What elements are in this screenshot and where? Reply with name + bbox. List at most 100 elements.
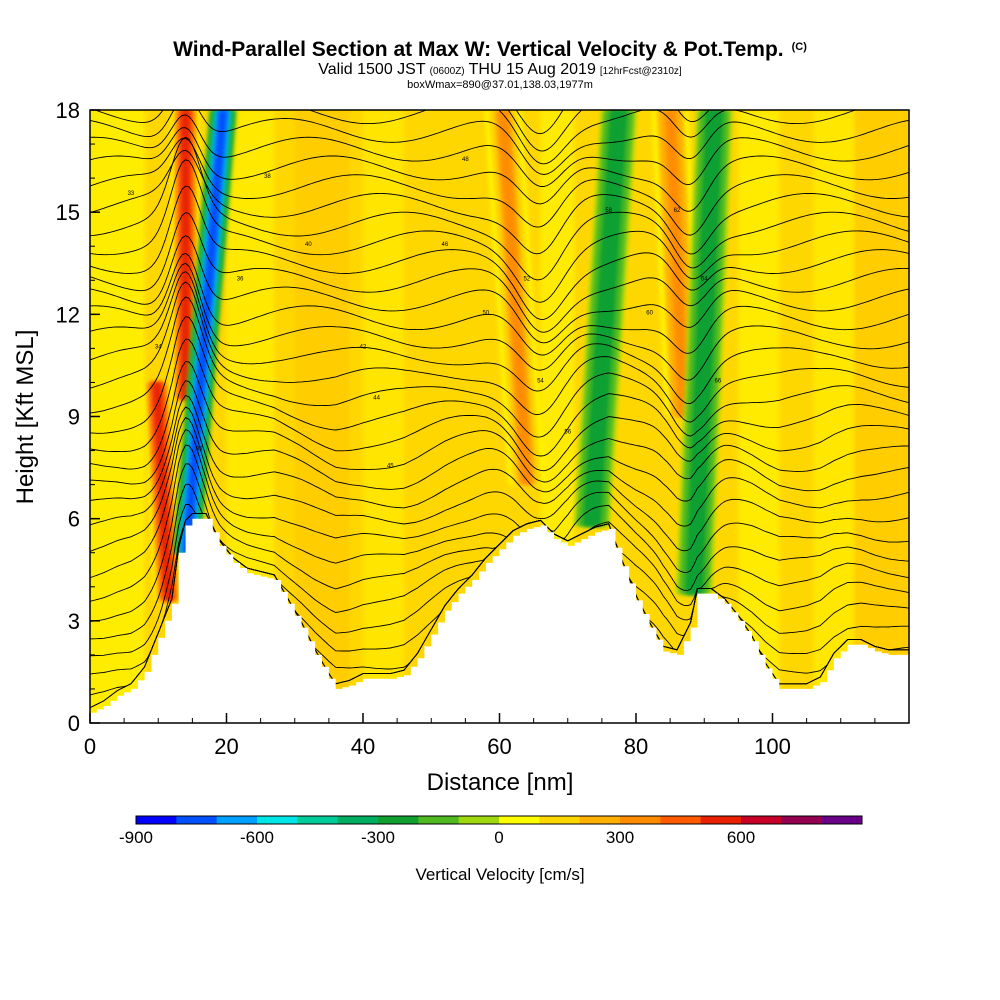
subtitle-box: boxWmax=890@37.01,138.03,1977m	[407, 79, 593, 91]
w-plume-0-level-4	[152, 382, 173, 601]
colorbar-swatch	[620, 816, 661, 824]
isentrope-line	[90, 114, 909, 187]
x-tick-label: 20	[214, 734, 238, 759]
isentrope-line	[90, 281, 909, 423]
isentrope-line	[90, 416, 909, 573]
colorbar-swatch	[660, 816, 702, 824]
y-tick-label: 0	[68, 711, 80, 736]
isentrope-label: 48	[462, 157, 469, 163]
terrain	[90, 518, 909, 723]
subtitle-utc: (0600Z)	[430, 66, 465, 77]
isentrope-label: 35	[196, 447, 203, 453]
isentrope-line	[90, 271, 909, 404]
colorbar-swatch	[337, 816, 379, 824]
colorbar-swatch	[539, 816, 581, 824]
colorbar-swatch	[257, 816, 298, 824]
isentrope-label: 46	[442, 242, 449, 248]
isentrope-line	[90, 185, 909, 320]
field-patch	[813, 110, 855, 723]
isentrope-line	[90, 262, 909, 381]
colorbar-swatch	[499, 816, 540, 824]
isentrope-label: 33	[128, 191, 135, 197]
title-suffix: (C)	[792, 41, 808, 53]
colorbar-swatch	[781, 816, 823, 824]
colorbar-swatch	[821, 816, 863, 824]
isentrope-line	[90, 406, 909, 552]
y-tick-label: 12	[56, 302, 80, 327]
chart-title: Wind-Parallel Section at Max W: Vertical…	[173, 38, 784, 61]
isentrope-line	[90, 127, 909, 212]
y-tick-label: 15	[56, 200, 80, 225]
y-tick-label: 18	[56, 98, 80, 123]
colorbar-swatch	[458, 816, 500, 824]
colorbar-tick-label: -600	[240, 828, 274, 847]
subtitle-prefix: Valid 1500 JST	[318, 61, 426, 78]
colorbar-tick-label: 0	[494, 828, 503, 847]
x-tick-label: 80	[624, 734, 648, 759]
isentrope-label: 45	[387, 464, 394, 470]
colorbar-tick-label: 600	[727, 828, 755, 847]
isentrope-line	[90, 110, 909, 175]
colorbar-swatch	[741, 816, 782, 824]
isentrope-label: 54	[537, 378, 544, 384]
svg-text:Valid 1500 JST(0600Z)THU 15 Au: Valid 1500 JST (0600Z) THU 15 Aug 2019 [12h…	[318, 61, 682, 78]
isentrope-label: 64	[701, 276, 708, 282]
isentrope-label: 52	[523, 276, 530, 282]
isentrope-label: 50	[483, 310, 490, 316]
colorbar-swatch	[418, 816, 460, 824]
isentrope-label: 44	[373, 395, 380, 401]
colorbar-swatch	[136, 816, 177, 824]
x-axis-label: Distance [nm]	[427, 769, 574, 796]
isentrope-line	[90, 394, 909, 527]
colorbar-swatch	[176, 816, 218, 824]
colorbar-swatch	[579, 816, 621, 824]
isentrope-line	[90, 136, 909, 281]
isentrope-label: 36	[237, 276, 244, 282]
subtitle-date: THU 15 Aug 2019	[469, 61, 596, 78]
w-plume-1-level-4	[181, 110, 190, 400]
isentrope-line	[90, 252, 909, 356]
isentrope-line	[90, 444, 909, 607]
axes: 0 20 40 60 80 100 0 36 9 12 15 18	[56, 98, 910, 759]
y-axis-label: Height [Kft MSL]	[12, 330, 39, 505]
colorbar-swatch	[700, 816, 742, 824]
plot-area: 33 34 35 36 38 40 42 44 45 46 48 50 52 54 56 58 60 62 64 66	[90, 110, 909, 723]
w-plume-6-level-4	[688, 110, 721, 594]
isentrope-line	[90, 137, 909, 236]
isentrope-label: 56	[564, 430, 571, 436]
isentrope-label: 40	[305, 242, 312, 248]
isentrope-label: 34	[155, 344, 162, 350]
isentrope-label: 60	[646, 310, 653, 316]
isentrope-line	[90, 235, 909, 344]
colorbar-swatch	[216, 816, 258, 824]
isentrope-line	[90, 380, 909, 502]
y-tick-label: 3	[68, 609, 80, 634]
colorbar-tick-label: -900	[119, 828, 153, 847]
isentrope-line	[90, 429, 909, 591]
colorbar-tick-label: -300	[361, 828, 395, 847]
isentrope-label: 42	[360, 344, 367, 350]
isentrope-line	[90, 360, 909, 483]
colorbar: -900 -600 -300 0 300 600	[119, 815, 863, 847]
x-tick-label: 100	[754, 734, 791, 759]
isentrope-line	[90, 159, 909, 303]
isentrope-line	[90, 296, 909, 438]
colorbar-label: Vertical Velocity [cm/s]	[415, 865, 584, 884]
isentrope-line	[90, 316, 909, 457]
x-tick-label: 60	[487, 734, 511, 759]
isentrope-label: 66	[715, 378, 722, 384]
field-patch	[854, 110, 909, 723]
w-plume-4-level-4	[585, 110, 625, 526]
colorbar-swatch	[297, 816, 339, 824]
x-tick-label: 40	[351, 734, 375, 759]
x-tick-label: 0	[84, 734, 96, 759]
isentrope-line	[90, 338, 909, 472]
colorbar-swatch	[378, 816, 419, 824]
colorbar-frame	[135, 815, 863, 825]
isentrope-label: 62	[674, 208, 681, 214]
isentrope-label: 58	[605, 208, 612, 214]
isentrope-line	[90, 212, 909, 333]
y-tick-label: 9	[68, 405, 80, 430]
svg-text:Wind-Parallel Section at Max W: Wind-Parallel Section at Max W: Vertical…	[173, 38, 807, 61]
